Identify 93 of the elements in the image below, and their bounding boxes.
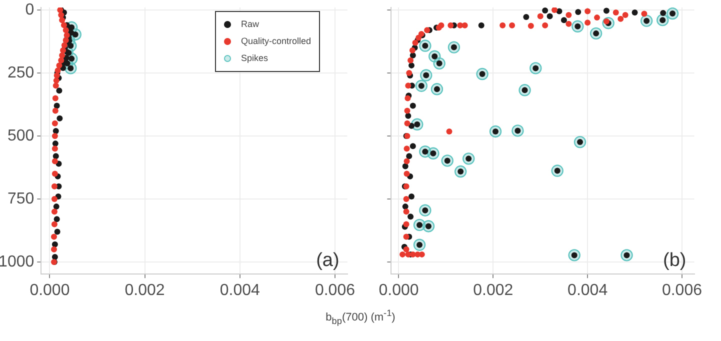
point bbox=[409, 47, 416, 54]
point bbox=[509, 22, 516, 28]
point bbox=[52, 120, 58, 126]
point bbox=[59, 17, 66, 24]
annotation: (a) bbox=[316, 250, 340, 271]
y-tick-label: 750 bbox=[7, 190, 34, 208]
x-tick-label: 0.004 bbox=[568, 282, 608, 300]
point bbox=[566, 20, 572, 27]
point bbox=[58, 12, 64, 18]
point bbox=[404, 95, 411, 102]
point bbox=[641, 10, 648, 17]
point bbox=[58, 57, 64, 64]
point bbox=[51, 183, 58, 190]
point bbox=[53, 204, 60, 210]
point bbox=[62, 37, 69, 44]
point bbox=[622, 12, 628, 18]
x-tick-label: 0.006 bbox=[662, 282, 702, 300]
y-tick-label: 1000 bbox=[0, 253, 34, 270]
point bbox=[52, 82, 59, 89]
x-axis-title: b$_{bp}$(700) (m$^{-1}$) bbox=[324, 308, 396, 326]
point bbox=[64, 32, 70, 38]
point bbox=[552, 7, 558, 13]
point bbox=[52, 140, 58, 147]
legend-label: Raw bbox=[240, 19, 259, 29]
point bbox=[52, 128, 59, 134]
point bbox=[61, 42, 68, 48]
point bbox=[52, 254, 58, 260]
annotation: (b) bbox=[663, 250, 686, 271]
point bbox=[404, 170, 410, 177]
point bbox=[60, 47, 66, 54]
point bbox=[54, 72, 60, 79]
point bbox=[56, 115, 63, 122]
point bbox=[54, 228, 60, 235]
point bbox=[53, 78, 60, 84]
point bbox=[408, 57, 414, 64]
point bbox=[403, 246, 410, 252]
point bbox=[60, 22, 67, 28]
point bbox=[403, 234, 410, 240]
y-tick-label: 500 bbox=[7, 127, 34, 144]
point bbox=[52, 158, 58, 164]
point bbox=[584, 8, 591, 14]
legend-label: Spikes bbox=[240, 53, 268, 63]
point bbox=[50, 234, 57, 240]
point bbox=[404, 120, 410, 126]
point bbox=[612, 10, 619, 16]
point bbox=[52, 133, 58, 139]
x-tick-label: 0.006 bbox=[314, 282, 356, 300]
point bbox=[584, 20, 591, 26]
point bbox=[52, 108, 58, 114]
point bbox=[404, 158, 410, 164]
point bbox=[448, 22, 454, 28]
point bbox=[403, 221, 410, 228]
point bbox=[528, 22, 534, 29]
point bbox=[400, 251, 406, 258]
point bbox=[405, 82, 412, 89]
point bbox=[51, 196, 58, 202]
x-tick-label: 0.004 bbox=[220, 282, 260, 300]
point bbox=[56, 88, 62, 94]
legend-label: Quality-controlled bbox=[240, 36, 311, 46]
point bbox=[403, 196, 410, 202]
point bbox=[52, 170, 58, 177]
point bbox=[566, 12, 572, 18]
y-tick-label: 0 bbox=[25, 1, 34, 18]
point bbox=[56, 62, 62, 68]
point bbox=[51, 221, 58, 228]
point bbox=[542, 22, 548, 28]
point bbox=[416, 34, 422, 41]
point bbox=[52, 241, 58, 248]
point bbox=[62, 27, 69, 34]
point bbox=[54, 216, 60, 222]
point bbox=[52, 146, 58, 152]
point bbox=[594, 14, 600, 21]
point bbox=[412, 40, 418, 46]
point bbox=[537, 13, 544, 20]
point bbox=[50, 246, 57, 252]
x-tick-label: 0.002 bbox=[473, 282, 514, 300]
point bbox=[436, 24, 442, 31]
point bbox=[500, 22, 506, 28]
point bbox=[403, 208, 410, 215]
x-tick-label: 0.002 bbox=[124, 282, 165, 300]
point bbox=[52, 95, 58, 102]
y-tick-label: 250 bbox=[7, 64, 34, 82]
point bbox=[59, 52, 66, 58]
point bbox=[54, 102, 60, 109]
point bbox=[51, 208, 58, 215]
point bbox=[618, 16, 624, 22]
x-tick-label: 0.000 bbox=[378, 282, 419, 300]
point bbox=[404, 146, 410, 152]
point bbox=[406, 70, 412, 76]
point bbox=[404, 108, 410, 114]
point bbox=[446, 128, 452, 134]
x-tick-label: 0.000 bbox=[30, 282, 70, 300]
point bbox=[52, 153, 59, 160]
